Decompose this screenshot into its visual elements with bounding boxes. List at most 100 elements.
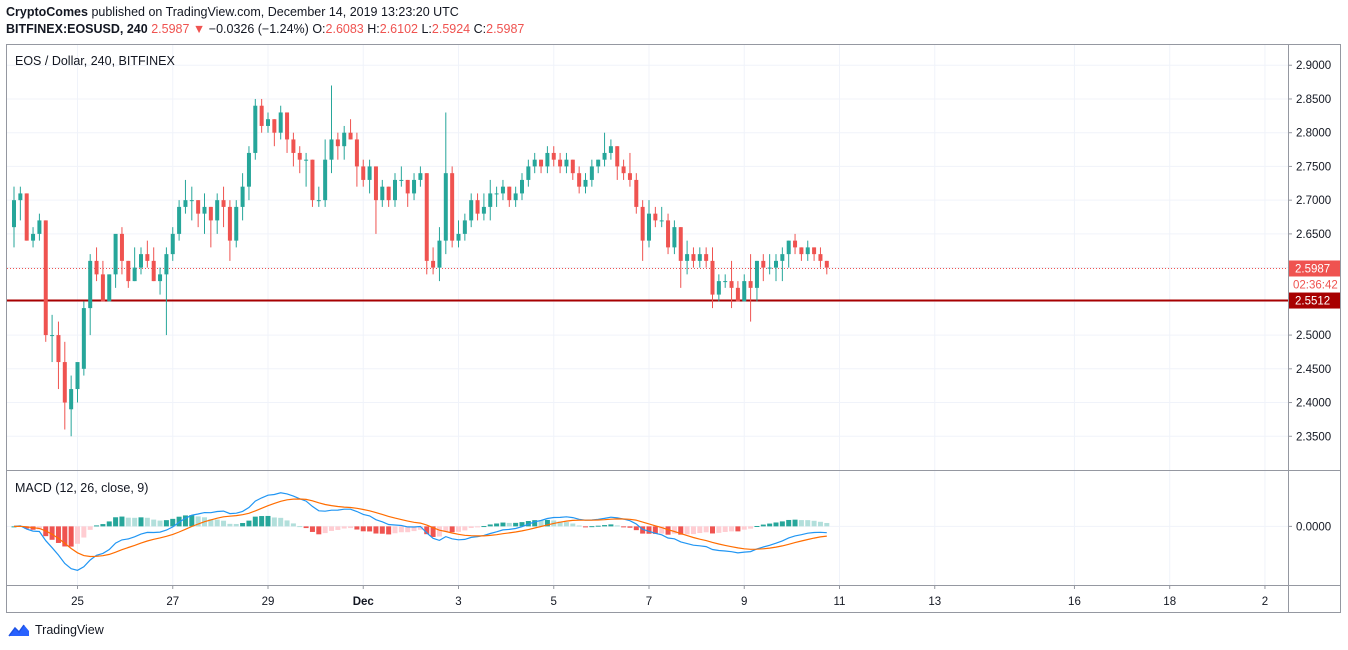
macd-histogram-bar bbox=[811, 520, 817, 527]
macd-histogram-bar bbox=[500, 522, 506, 527]
candle-body bbox=[640, 206, 645, 241]
macd-histogram-bar bbox=[779, 521, 785, 527]
macd-histogram-bar bbox=[646, 526, 652, 534]
macd-histogram-bar bbox=[335, 526, 341, 530]
macd-histogram-bar bbox=[132, 517, 138, 527]
candle-body bbox=[412, 179, 417, 194]
macd-histogram-bar bbox=[106, 521, 112, 527]
candle-body bbox=[393, 179, 397, 201]
current-price-badge bbox=[1289, 260, 1340, 277]
candle-body bbox=[145, 254, 150, 261]
candle-body bbox=[50, 335, 55, 337]
macd-histogram-bar bbox=[271, 517, 277, 527]
candle-body bbox=[386, 186, 391, 201]
candle-body bbox=[577, 173, 582, 187]
macd-histogram-bar bbox=[322, 526, 328, 534]
candle-body bbox=[710, 260, 715, 295]
countdown-badge bbox=[1289, 276, 1340, 292]
macd-histogram-bar bbox=[176, 516, 182, 527]
candle-body bbox=[113, 233, 118, 275]
macd-histogram-bar bbox=[297, 526, 303, 528]
macd-histogram-bar bbox=[11, 526, 17, 528]
macd-histogram-bar bbox=[748, 526, 754, 529]
close-label: C: bbox=[473, 22, 487, 36]
candle-body bbox=[653, 213, 658, 221]
open-label: O: bbox=[312, 22, 326, 36]
candle-body bbox=[774, 260, 778, 268]
countdown-label: 02:36:42 bbox=[1293, 279, 1338, 291]
ohlc-line: BITFINEX:EOSUSD, 240 2.5987 ▼ −0.0326 (−… bbox=[6, 22, 524, 36]
macd-title: MACD (12, 26, close, 9) bbox=[15, 481, 148, 495]
macd-histogram-bar bbox=[449, 526, 455, 533]
price-tick-label: 2.7500 bbox=[1296, 161, 1331, 173]
candle-body bbox=[31, 233, 36, 241]
time-tick-label: 27 bbox=[166, 596, 179, 608]
candle-body bbox=[18, 193, 23, 201]
macd-histogram-bar bbox=[278, 517, 284, 527]
macd-histogram-bar bbox=[513, 522, 519, 527]
macd-histogram-bar bbox=[398, 526, 404, 533]
close-value: 2.5987 bbox=[486, 22, 525, 36]
candle-body bbox=[526, 166, 531, 180]
candle-body bbox=[564, 159, 569, 167]
support-price-badge bbox=[1289, 292, 1340, 309]
candle-body bbox=[761, 260, 766, 268]
time-tick-label: 3 bbox=[455, 596, 461, 608]
macd-histogram-bar bbox=[487, 524, 493, 527]
published-line: CryptoComes published on TradingView.com… bbox=[6, 5, 459, 19]
candle-body bbox=[589, 166, 594, 180]
macd-histogram-bar bbox=[570, 523, 576, 527]
macd-histogram-bar bbox=[824, 522, 830, 527]
macd-histogram-bar bbox=[208, 519, 214, 527]
candle-body bbox=[316, 200, 321, 202]
macd-histogram-bar bbox=[703, 526, 709, 533]
candle-body bbox=[551, 152, 556, 160]
candle-body bbox=[380, 186, 385, 201]
last-price: 2.5987 bbox=[151, 22, 190, 36]
candle-body bbox=[291, 139, 296, 153]
macd-histogram-bar bbox=[665, 526, 671, 535]
macd-histogram-bar bbox=[602, 525, 608, 527]
macd-histogram-bar bbox=[367, 526, 373, 532]
change-value: −0.0326 (−1.24%) bbox=[208, 22, 309, 36]
macd-histogram-bar bbox=[608, 524, 614, 527]
candle-body bbox=[659, 220, 664, 222]
macd-histogram-bar bbox=[303, 526, 309, 529]
candle-body bbox=[75, 362, 80, 390]
candle-body bbox=[119, 233, 124, 261]
macd-histogram-bar bbox=[729, 526, 735, 532]
candle-body bbox=[627, 173, 632, 180]
candle-body bbox=[151, 260, 156, 282]
tradingview-logo-icon bbox=[8, 624, 29, 637]
macd-histogram-bar bbox=[405, 526, 411, 533]
macd-histogram-bar bbox=[443, 526, 449, 532]
macd-histogram-bar bbox=[386, 526, 392, 535]
macd-histogram-bar bbox=[354, 526, 360, 530]
current-price-label: 2.5987 bbox=[1295, 263, 1330, 275]
macd-histogram-bar bbox=[805, 520, 811, 527]
candle-body bbox=[488, 193, 493, 207]
macd-histogram-bar bbox=[678, 526, 684, 535]
macd-histogram-bar bbox=[716, 526, 722, 533]
symbol-label: BITFINEX:EOSUSD, 240 bbox=[6, 22, 148, 36]
macd-histogram-bar bbox=[113, 517, 119, 527]
price-tick-label: 2.5000 bbox=[1296, 330, 1331, 342]
macd-histogram-bar bbox=[189, 515, 195, 527]
author-name[interactable]: CryptoComes bbox=[6, 5, 88, 19]
candle-body bbox=[532, 159, 537, 167]
chart-frame[interactable] bbox=[6, 44, 1341, 613]
tradingview-footer[interactable]: TradingView bbox=[8, 623, 104, 637]
macd-histogram-bar bbox=[576, 525, 582, 527]
high-value: 2.6102 bbox=[379, 22, 418, 36]
candle-body bbox=[793, 240, 798, 248]
macd-histogram-bar bbox=[163, 520, 169, 527]
candle-body bbox=[329, 139, 334, 160]
candle-body bbox=[780, 254, 785, 261]
support-price-label: 2.5512 bbox=[1295, 296, 1330, 308]
candle-body bbox=[24, 193, 29, 241]
time-tick-label: 13 bbox=[928, 596, 941, 608]
candle-body bbox=[253, 105, 258, 153]
candle-body bbox=[462, 220, 467, 234]
price-tick-label: 2.4000 bbox=[1296, 398, 1331, 410]
